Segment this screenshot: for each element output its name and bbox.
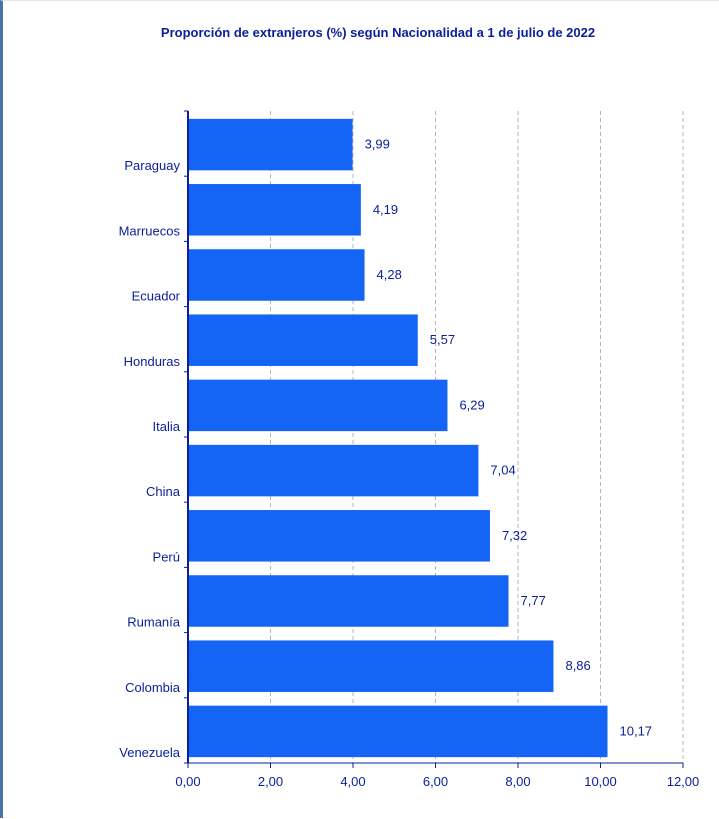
bar: [189, 184, 361, 236]
bar: [189, 640, 554, 692]
value-label: 5,57: [430, 332, 455, 347]
labels: 0,00 2,00 4,00 6,00 8,00 10,00 12,00 3,99 Paragu…: [119, 137, 700, 789]
axes: [184, 110, 684, 768]
bar: [189, 118, 353, 171]
category-label: Marruecos: [119, 223, 181, 238]
value-label: 3,99: [365, 137, 390, 152]
x-tick-label: 10,00: [584, 774, 617, 789]
bar: [189, 379, 448, 432]
x-tick-label: 6,00: [423, 774, 448, 789]
value-label: 4,28: [377, 267, 402, 282]
x-tick-label: 4,00: [340, 774, 365, 789]
value-label: 4,19: [373, 202, 398, 217]
bar: [189, 705, 608, 758]
bar: [189, 444, 479, 497]
value-label: 7,04: [490, 463, 515, 478]
category-label: Italia: [153, 419, 181, 434]
x-tick-label: 2,00: [258, 774, 283, 789]
value-label: 10,17: [620, 723, 653, 738]
category-label: Venezuela: [119, 745, 180, 760]
x-tick-label: 0,00: [175, 774, 200, 789]
value-label: 7,32: [502, 528, 527, 543]
value-label: 8,86: [565, 658, 590, 673]
bar: [189, 510, 490, 562]
bars: [189, 118, 608, 758]
value-label: 7,77: [521, 593, 546, 608]
category-label: China: [146, 484, 181, 499]
bar: [189, 575, 509, 627]
bar-chart: 0,00 2,00 4,00 6,00 8,00 10,00 12,00 3,99 Paragu…: [119, 110, 700, 789]
category-label: Colombia: [125, 680, 181, 695]
bar: [189, 249, 365, 301]
bar: [189, 314, 418, 366]
category-label: Honduras: [124, 354, 181, 369]
category-label: Rumanía: [127, 615, 181, 630]
category-label: Paraguay: [124, 158, 180, 173]
x-tick-label: 8,00: [505, 774, 530, 789]
category-label: Perú: [153, 549, 180, 564]
value-label: 6,29: [459, 397, 484, 412]
x-tick-label: 12,00: [667, 774, 700, 789]
chart-title: Proporción de extranjeros (%) según Naci…: [160, 25, 596, 40]
category-label: Ecuador: [132, 289, 181, 304]
